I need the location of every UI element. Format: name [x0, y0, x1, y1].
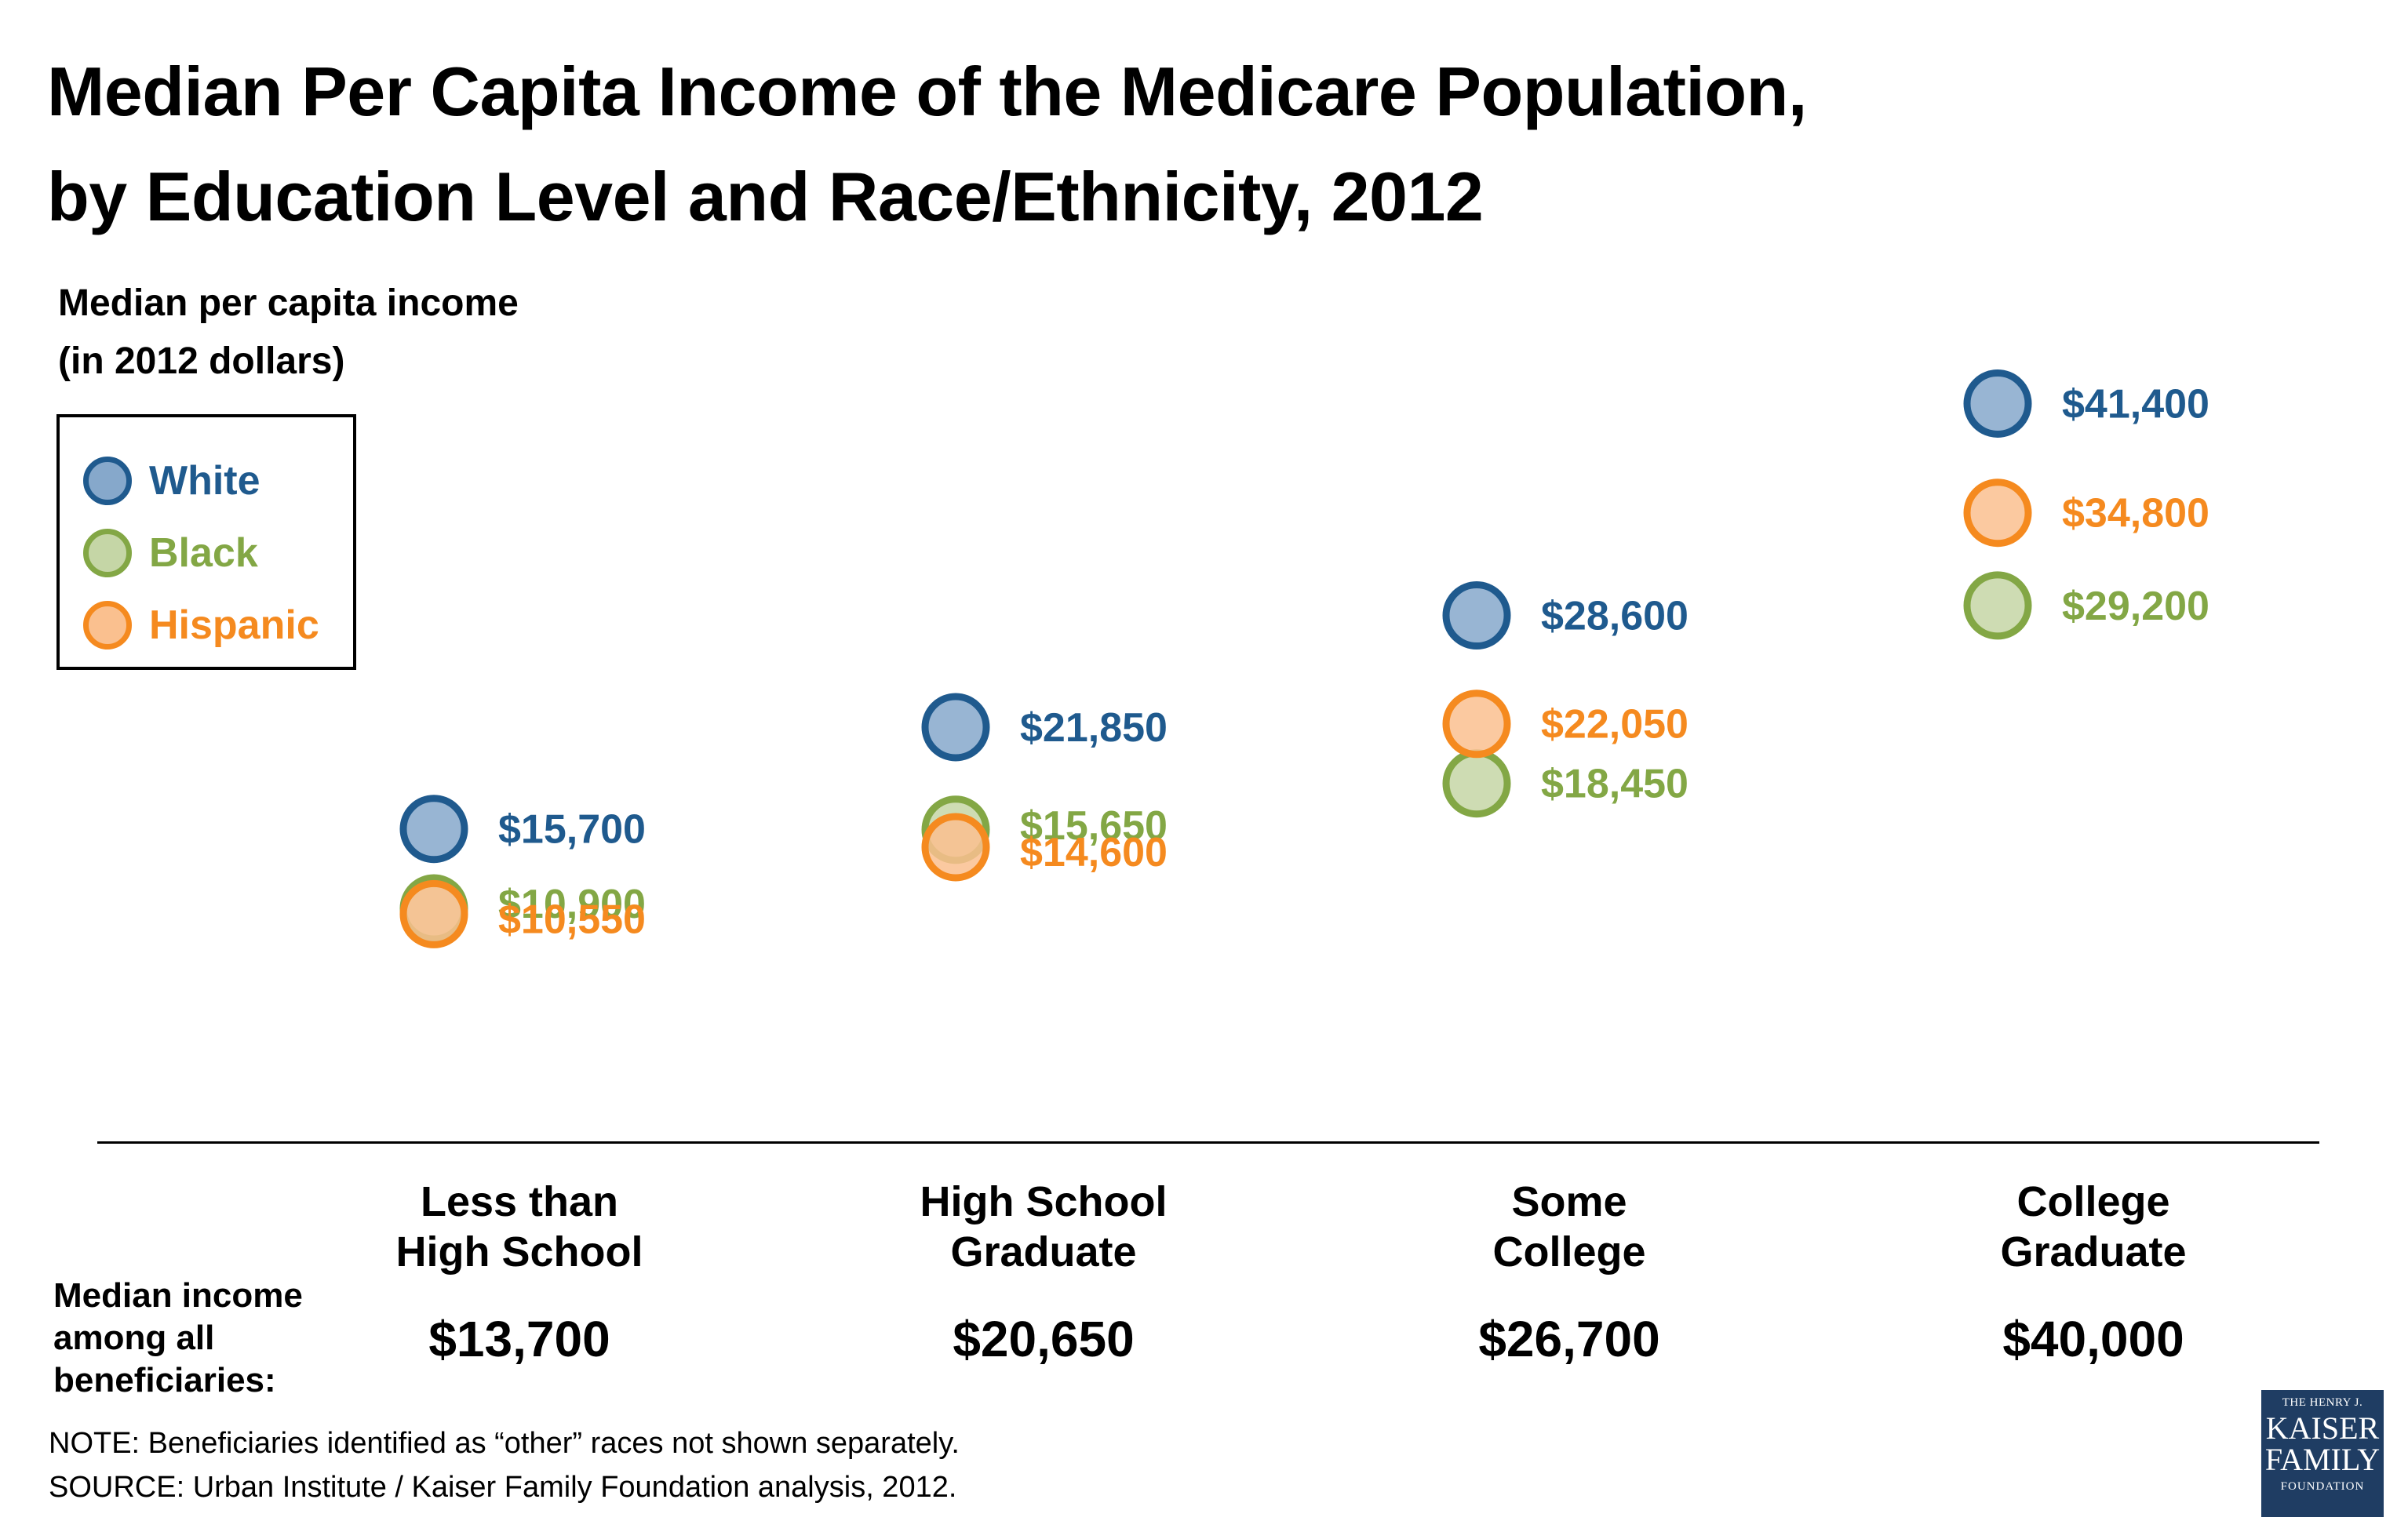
logo-line1: THE HENRY J. — [2282, 1396, 2363, 1409]
data-label-black-1: $15,650 — [1020, 803, 1168, 849]
marker-black-3 — [1963, 571, 2032, 640]
category-label-line2: Graduate — [950, 1228, 1137, 1275]
overall-value-high-school-graduate: $20,650 — [953, 1311, 1135, 1367]
logo-line4: FOUNDATION — [2280, 1480, 2365, 1493]
unit-label-line1: Median per capita income — [58, 282, 519, 324]
category-label-line2: College — [1492, 1228, 1646, 1275]
data-label-hispanic-2: $22,050 — [1541, 702, 1689, 748]
legend-item-hispanic: Hispanic — [83, 596, 319, 654]
marker-white-3 — [1963, 369, 2032, 438]
marker-hispanic-1 — [921, 813, 990, 882]
marker-white-1 — [921, 693, 990, 762]
chart-title-line2: by Education Level and Race/Ethnicity, 2… — [47, 158, 1484, 235]
category-label-line1: Some — [1511, 1178, 1627, 1225]
data-label-black-3: $29,200 — [2062, 584, 2209, 629]
marker-black-2 — [1442, 749, 1511, 818]
data-label-white-2: $28,600 — [1541, 594, 1689, 639]
data-label-black-2: $18,450 — [1541, 762, 1689, 807]
logo-line2: KAISER — [2265, 1410, 2380, 1446]
category-label-some-college: Some College — [1373, 1177, 1765, 1277]
legend-label-white: White — [149, 458, 260, 504]
y-axis-unit-label: Median per capita income (in 2012 dollar… — [58, 275, 519, 391]
data-label-black-0: $10,900 — [498, 882, 646, 927]
marker-hispanic-0 — [399, 879, 468, 948]
unit-label-line2: (in 2012 dollars) — [58, 340, 345, 382]
kaiser-family-foundation-logo: THE HENRY J. KAISER FAMILY FOUNDATION — [2261, 1390, 2384, 1517]
legend-marker-hispanic — [83, 601, 132, 650]
note-text: NOTE: Beneficiaries identified as “other… — [49, 1427, 960, 1460]
chart-title: Median Per Capita Income of the Medicare… — [47, 39, 1807, 249]
category-label-line1: High School — [920, 1178, 1168, 1225]
x-axis-line — [97, 1141, 2319, 1144]
category-label-line2: High School — [395, 1228, 643, 1275]
category-label-college-graduate: College Graduate — [1897, 1177, 2290, 1277]
legend: White Black Hispanic — [56, 414, 356, 670]
data-label-hispanic-1: $14,600 — [1020, 830, 1168, 875]
legend-label-hispanic: Hispanic — [149, 602, 319, 648]
legend-marker-black — [83, 529, 132, 577]
overall-median-label: Median income among all beneficiaries: — [53, 1276, 303, 1399]
logo-line3: FAMILY — [2264, 1442, 2381, 1477]
chart-title-line1: Median Per Capita Income of the Medicare… — [47, 53, 1807, 130]
data-label-hispanic-3: $34,800 — [2062, 491, 2209, 537]
category-label-high-school-graduate: High School Graduate — [847, 1177, 1240, 1277]
marker-white-0 — [399, 795, 468, 864]
overall-value-college-graduate: $40,000 — [2002, 1311, 2184, 1367]
marker-white-2 — [1442, 581, 1511, 650]
legend-item-black: Black — [83, 524, 258, 582]
data-label-hispanic-0: $10,550 — [498, 897, 646, 942]
data-label-white-0: $15,700 — [498, 807, 646, 853]
category-label-line2: Graduate — [2000, 1228, 2187, 1275]
legend-marker-white — [83, 457, 132, 505]
footnote: NOTE: Beneficiaries identified as “other… — [49, 1421, 960, 1509]
category-label-less-than-high-school: Less than High School — [323, 1177, 716, 1277]
marker-hispanic-2 — [1442, 690, 1511, 759]
legend-item-white: White — [83, 452, 260, 510]
data-label-white-1: $21,850 — [1020, 705, 1168, 751]
marker-hispanic-3 — [1963, 479, 2032, 548]
category-label-line1: Less than — [420, 1178, 619, 1225]
legend-label-black: Black — [149, 530, 258, 576]
data-label-white-3: $41,400 — [2062, 381, 2209, 427]
overall-value-less-than-high-school: $13,700 — [428, 1311, 610, 1367]
category-label-line1: College — [2016, 1178, 2170, 1225]
overall-value-some-college: $26,700 — [1478, 1311, 1660, 1367]
source-text: SOURCE: Urban Institute / Kaiser Family … — [49, 1471, 957, 1504]
